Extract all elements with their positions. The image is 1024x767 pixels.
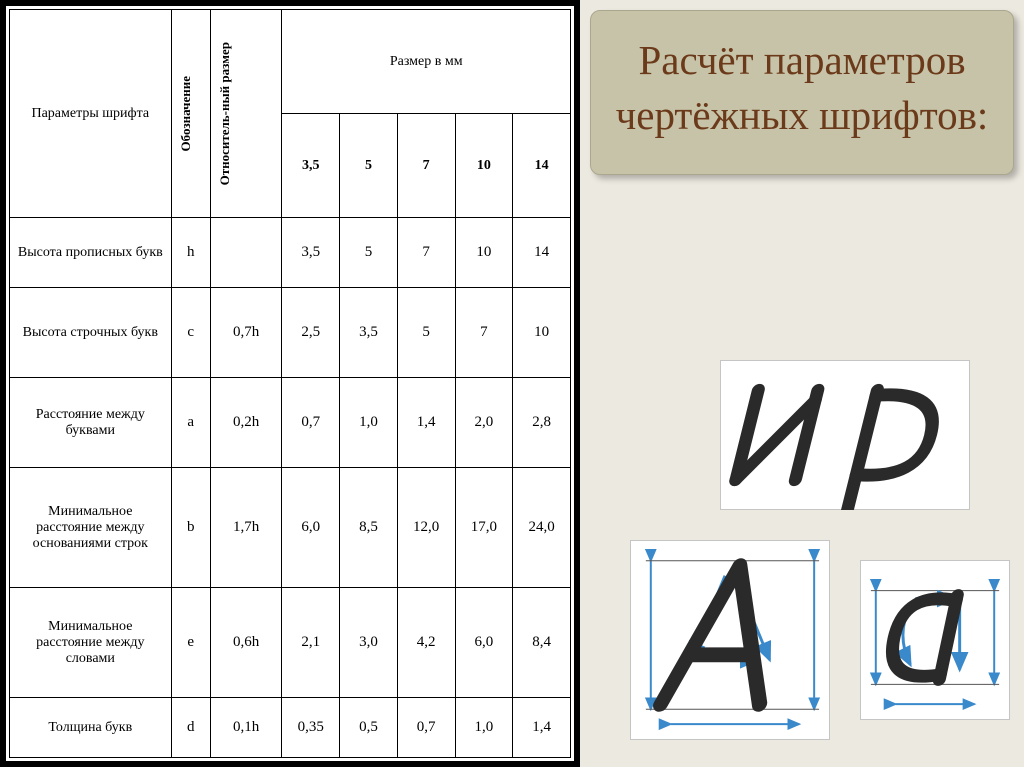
table-row: Толщина букв d 0,1h 0,35 0,5 0,7 1,0 1,4	[10, 698, 571, 758]
table-row: Высота строчных букв c 0,7h 2,5 3,5 5 7 …	[10, 288, 571, 378]
col-header-param: Параметры шрифта	[10, 10, 172, 218]
size-3-5: 3,5	[282, 114, 340, 218]
size-14: 14	[513, 114, 571, 218]
col-header-designation: Обозначение	[171, 10, 210, 218]
col-header-size: Размер в мм	[282, 10, 571, 114]
table-row: Высота прописных букв h 3,5 5 7 10 14	[10, 218, 571, 288]
table-row: Расстояние между буквами a 0,2h 0,7 1,0 …	[10, 378, 571, 468]
size-10: 10	[455, 114, 513, 218]
size-7: 7	[397, 114, 455, 218]
table-row: Минимальное расстояние между словами e 0…	[10, 588, 571, 698]
table-panel: Параметры шрифта Обозначение Относитель-…	[0, 0, 580, 767]
page-title: Расчёт параметров чертёжных шрифтов:	[590, 10, 1014, 175]
table-row: Минимальное расстояние между основаниями…	[10, 468, 571, 588]
glyph-ir-svg	[721, 360, 969, 510]
right-panel: Расчёт параметров чертёжных шрифтов:	[580, 0, 1024, 767]
glyph-sample-small-a	[860, 560, 1010, 720]
col-header-relative: Относитель-ный размер	[210, 10, 282, 218]
parameters-table: Параметры шрифта Обозначение Относитель-…	[9, 9, 571, 758]
glyph-capital-a-svg	[631, 540, 829, 740]
glyph-sample-ir	[720, 360, 970, 510]
glyph-small-a-svg	[861, 560, 1009, 720]
size-5: 5	[340, 114, 398, 218]
glyph-sample-capital-a	[630, 540, 830, 740]
